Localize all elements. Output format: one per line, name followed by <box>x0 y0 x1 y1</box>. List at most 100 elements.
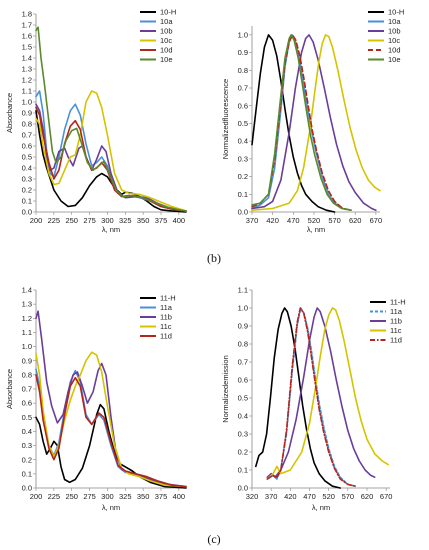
panel-label-b: (b) <box>207 251 221 265</box>
series-line-11d <box>266 307 357 487</box>
x-tick-label: 325 <box>119 216 132 225</box>
legend-label-10d: 10d <box>160 46 173 55</box>
y-tick-label: 0.9 <box>22 109 32 118</box>
legend-label-10b: 10b <box>388 27 401 36</box>
y-tick-label: 0.2 <box>238 172 248 181</box>
legend-label-11c: 11c <box>390 326 402 335</box>
legend-label-11c: 11c <box>160 322 172 331</box>
y-tick-label: 0.7 <box>238 84 248 93</box>
series-line-11b <box>266 307 376 478</box>
y-tick-label: 0.7 <box>238 358 248 367</box>
x-tick-label: 275 <box>83 492 96 501</box>
x-axis-label: λ, nm <box>312 503 330 512</box>
x-tick-label: 250 <box>65 492 78 501</box>
y-tick-label: 0.6 <box>22 142 32 151</box>
series-line-10e <box>251 34 352 211</box>
series-line-11d <box>35 374 187 488</box>
y-tick-label: 0.0 <box>238 208 248 217</box>
y-tick-label: 0.1 <box>22 197 32 206</box>
chart-emission-11: 0.0 0.1 0.2 0.3 0.4 0.5 0.6 0.7 0.8 0.9 1.0 1.1 320 3… <box>221 286 406 512</box>
x-tick-label: 470 <box>303 492 316 501</box>
x-tick-label: 350 <box>137 216 150 225</box>
x-tick-label: 420 <box>284 492 297 501</box>
x-tick-label: 200 <box>30 216 43 225</box>
y-tick-label: 0.1 <box>22 469 32 478</box>
legend-label-10e: 10e <box>160 55 173 64</box>
panel-label-c: (c) <box>207 532 220 546</box>
y-tick-label: 1.3 <box>22 300 32 309</box>
y-tick-label: 0.8 <box>238 66 248 75</box>
x-tick-label: 670 <box>370 216 383 225</box>
legend-label-11b: 11b <box>160 313 172 322</box>
y-tick-label: 1.5 <box>22 43 32 52</box>
y-tick-label: 0.5 <box>22 153 32 162</box>
y-tick-label: 0.2 <box>22 455 32 464</box>
x-tick-label: 370 <box>246 216 259 225</box>
series-line-10e <box>35 26 187 212</box>
x-axis-label: λ, nm <box>102 503 120 512</box>
x-tick-label: 320 <box>246 492 259 501</box>
legend-label-10e: 10e <box>388 55 401 64</box>
chart-abs-11: 0.0 0.1 0.2 0.3 0.4 0.5 0.6 0.7 0.8 0.9 1.0 1.1 1.2 1… <box>5 286 187 512</box>
x-tick-label: 400 <box>173 492 186 501</box>
y-tick-label: 1.2 <box>22 314 32 323</box>
y-axis-label: Normalizedemission <box>221 355 230 423</box>
series-line-11c <box>266 307 389 480</box>
legend-label-11b: 11b <box>390 317 402 326</box>
legend-label-10a: 10a <box>388 17 401 26</box>
y-tick-label: 0.3 <box>238 154 248 163</box>
x-tick-label: 570 <box>342 492 355 501</box>
x-tick-label: 225 <box>48 216 61 225</box>
legend-label-11d: 11d <box>160 332 172 341</box>
y-tick-label: 0.4 <box>238 412 248 421</box>
y-tick-label: 0.2 <box>22 186 32 195</box>
x-tick-label: 520 <box>308 216 321 225</box>
y-tick-label: 0.6 <box>22 399 32 408</box>
legend-label-11a: 11a <box>160 303 173 312</box>
y-tick-label: 0.9 <box>238 322 248 331</box>
x-tick-label: 400 <box>173 216 186 225</box>
series-line-10d <box>251 34 352 211</box>
legend-label-10b: 10b <box>160 27 173 36</box>
y-tick-label: 0.4 <box>238 137 248 146</box>
x-tick-label: 275 <box>83 216 96 225</box>
y-tick-label: 0.4 <box>22 164 32 173</box>
y-tick-label: 0.9 <box>22 356 32 365</box>
y-tick-label: 0.5 <box>238 394 248 403</box>
y-tick-label: 0.8 <box>238 340 248 349</box>
y-tick-label: 1.3 <box>22 65 32 74</box>
x-tick-label: 670 <box>380 492 393 501</box>
y-tick-label: 0.4 <box>22 427 32 436</box>
x-tick-label: 620 <box>361 492 374 501</box>
y-axis-label: Normalizedfluorescence <box>221 79 230 159</box>
y-tick-label: 1.4 <box>22 286 32 295</box>
legend-label-11d: 11d <box>390 336 402 345</box>
legend-label-11a: 11a <box>390 307 403 316</box>
y-tick-label: 0.9 <box>238 48 248 57</box>
legend-label-10d: 10d <box>388 46 401 55</box>
y-tick-label: 0.8 <box>22 370 32 379</box>
x-tick-label: 520 <box>322 492 335 501</box>
series-line-11c <box>35 351 187 488</box>
x-tick-label: 300 <box>101 216 114 225</box>
legend-label-10-H: 10-H <box>388 8 404 17</box>
chart-fluor-10: 0.0 0.1 0.2 0.3 0.4 0.5 0.6 0.7 0.8 0.9 1.0 370 420 4… <box>221 8 404 234</box>
x-tick-label: 200 <box>30 492 43 501</box>
x-tick-label: 325 <box>119 492 132 501</box>
legend-label-10c: 10c <box>160 36 172 45</box>
legend-label-11-H: 11-H <box>160 294 176 303</box>
y-tick-label: 1.0 <box>238 304 248 313</box>
series-line-11-H <box>255 307 341 489</box>
y-tick-label: 0.6 <box>238 376 248 385</box>
y-tick-label: 0.2 <box>238 448 248 457</box>
x-tick-label: 620 <box>349 216 362 225</box>
y-tick-label: 0.0 <box>22 208 32 217</box>
x-tick-label: 370 <box>265 492 278 501</box>
x-tick-label: 225 <box>48 492 61 501</box>
y-tick-label: 1.6 <box>22 32 32 41</box>
legend-label-11-H: 11-H <box>390 298 406 307</box>
x-tick-label: 250 <box>65 216 78 225</box>
y-tick-label: 1.2 <box>22 76 32 85</box>
x-axis-label: λ, nm <box>307 225 325 234</box>
